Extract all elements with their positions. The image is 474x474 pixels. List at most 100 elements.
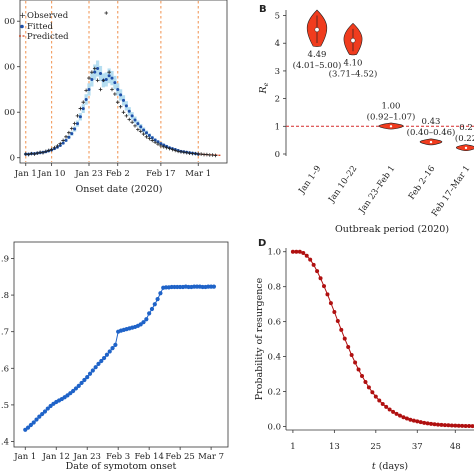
y-tick-label: 3 (275, 67, 280, 77)
panel-d-point (311, 262, 316, 267)
fitted-point (104, 77, 108, 81)
re-median-point (350, 38, 356, 43)
panel-c-y-ticks: .4 .5 .6 .7 .8 .9 (1, 254, 14, 448)
x-tick-label: Feb 17–Mar 1 (430, 164, 472, 219)
observed-point (92, 66, 97, 71)
re-interval-label: (3.71–4.52) (329, 68, 378, 79)
panel-d-series (290, 249, 474, 429)
y-tick-label: 0.2 (267, 388, 281, 398)
panel-c-point (158, 291, 163, 296)
observed-point (61, 138, 65, 143)
panel-c-point (48, 403, 53, 409)
panel-c-point (37, 414, 42, 419)
fitted-point (67, 135, 71, 139)
legend-observed-marker: + (19, 11, 26, 21)
fitted-point (90, 77, 94, 81)
panel-c-point (34, 417, 39, 422)
x-tick-label: Jan 23–Feb 1 (357, 164, 398, 216)
observed-point (144, 134, 149, 139)
x-tick-label: Jan 23 (72, 452, 100, 462)
panel-d-point (373, 394, 378, 399)
y-tick-label: 00 (4, 63, 15, 73)
panel-a-frame (19, 0, 228, 164)
panel-c-point (104, 352, 110, 357)
panel-d-point (394, 411, 399, 416)
panel-d-point (418, 420, 423, 425)
re-value-label: 0.2 (459, 123, 473, 133)
fitted-point (142, 128, 146, 132)
panel-c-point (113, 342, 118, 347)
observed-point (138, 129, 143, 134)
x-tick-label: Feb 3 (106, 452, 130, 462)
observed-point (182, 150, 186, 155)
y-tick-label: 0.6 (267, 318, 281, 328)
re-median-point (314, 27, 320, 33)
observed-point (104, 11, 109, 15)
observed-point (199, 152, 203, 156)
observed-point (81, 100, 86, 105)
fitted-point (124, 104, 128, 108)
observed-point (156, 142, 160, 146)
observed-point (150, 138, 155, 143)
x-tick-label: Mar 1 (185, 169, 211, 179)
observed-point (84, 88, 88, 93)
fitted-point (61, 141, 65, 145)
panel-d-point (436, 422, 440, 427)
panel-c-point (85, 374, 90, 380)
y-tick-label: 2 (275, 95, 280, 105)
fitted-point (84, 97, 88, 101)
observed-point (110, 87, 114, 92)
observed-point (90, 70, 94, 74)
panel-c-point (99, 358, 104, 364)
legend-fitted-label: Fitted (27, 22, 53, 32)
panel-c-point (211, 284, 217, 289)
observed-point (133, 124, 137, 128)
panel-d-point (404, 416, 409, 421)
panel-b-violins: 4.49(4.01–5.00) 4.10(3.71–4.52) 1.00(0.92–… (293, 9, 474, 152)
fitted-point (159, 142, 163, 146)
panel-c-x-ticks: Jan 1 Jan 12 Jan 23 Feb 3 Feb 14 Feb 25 Mar 7 (13, 447, 224, 462)
fitted-point (147, 133, 151, 137)
panel-a-x-label: Onset date (2020) (75, 184, 162, 195)
panel-d-letter: D (258, 238, 266, 249)
fitted-point (162, 143, 166, 147)
legend-observed-label: Observed (27, 11, 69, 21)
observed-point (55, 144, 60, 148)
panel-d-point (366, 385, 371, 390)
observed-point (167, 146, 172, 151)
panel-a-fit-band (24, 60, 200, 156)
panel-d-point (297, 249, 302, 254)
x-tick-label: 1 (290, 442, 295, 452)
observed-point (69, 126, 74, 131)
observed-point (118, 104, 123, 109)
fitted-point (113, 81, 117, 85)
panel-d-y-label: Probability of resurgence (254, 277, 265, 400)
panel-c-point (93, 365, 98, 370)
panel-c-point (45, 406, 50, 411)
panel-d-point (322, 284, 326, 289)
x-tick-label: Jan 12 (42, 452, 70, 462)
observed-point (173, 148, 178, 153)
observed-point (213, 153, 218, 158)
panel-c-point (40, 411, 45, 417)
panel-c-point (42, 409, 48, 414)
fitted-point (107, 74, 111, 78)
x-tick-label: 48 (450, 442, 461, 452)
fitted-point (70, 132, 74, 136)
re-interval-label: (0.92–1.07) (367, 111, 416, 122)
x-tick-label: 13 (329, 442, 340, 452)
panel-c-point (71, 388, 76, 394)
panel-d-point (328, 301, 333, 306)
panel-c-point (25, 425, 31, 430)
x-tick-label: Jan 23 (74, 169, 102, 179)
panel-d: D 0.0 0.2 0.4 0.6 0.8 1.0 1 13 25 37 48 Probabili… (254, 238, 474, 472)
panel-d-point (422, 420, 427, 425)
panel-d-point (429, 421, 434, 426)
panel-d-point (380, 401, 385, 406)
fitted-point (81, 107, 85, 111)
panel-d-point (415, 419, 420, 424)
y-tick-label: 4 (275, 39, 280, 49)
